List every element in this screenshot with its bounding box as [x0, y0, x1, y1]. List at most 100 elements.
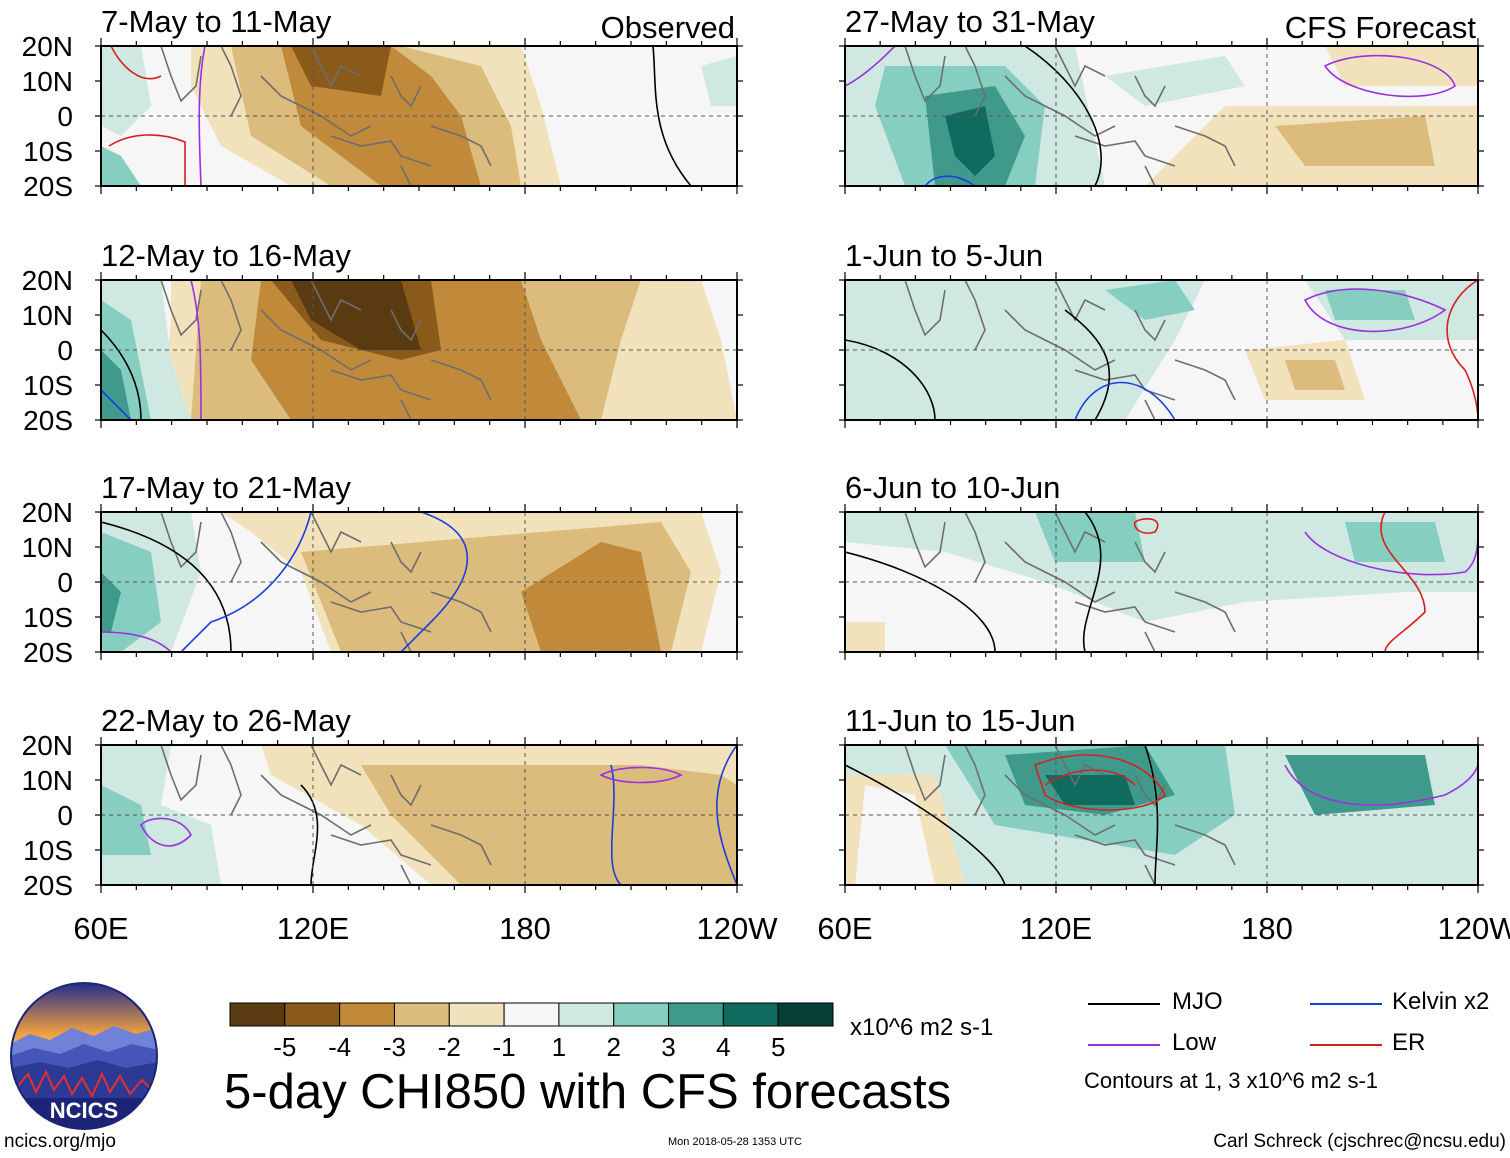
lat-label: 10N [22, 66, 73, 97]
lat-label: 0 [57, 567, 73, 598]
wave-contour [1034, 754, 1166, 811]
coastline [390, 774, 422, 807]
coastline [330, 135, 432, 167]
wave-contour [300, 784, 319, 885]
coastline [964, 46, 986, 117]
ncics-logo: NCICS [10, 982, 158, 1130]
coastline [220, 46, 242, 117]
contour-note: Contours at 1, 3 x10^6 m2 s-1 [1084, 1068, 1379, 1093]
anomaly-shading [101, 785, 151, 855]
lat-label: 10N [22, 532, 73, 563]
anomaly-shading [101, 572, 121, 632]
wave-contour [599, 766, 683, 784]
legend-line-er [1310, 1044, 1382, 1046]
colorbar-swatch [284, 1002, 341, 1027]
wave-contour [198, 46, 206, 186]
lat-label: 20S [23, 870, 73, 901]
wave-contour [1303, 288, 1447, 333]
coastline [1174, 824, 1236, 866]
anomaly-shading [1275, 116, 1435, 166]
anomaly-shading [945, 106, 995, 176]
colorbar-tick-label: -2 [438, 1032, 461, 1062]
wave-contour [1323, 54, 1456, 98]
coastline [220, 512, 242, 583]
coastline [1004, 774, 1116, 836]
wave-contour [716, 745, 737, 885]
wave-contour [845, 339, 936, 420]
footer-url[interactable]: ncics.org/mjo [4, 1131, 116, 1152]
lon-label: 120W [1438, 911, 1510, 946]
coastline [1054, 280, 1106, 322]
map-panel-p3: 17-May to 21-May 20N 10N 0 10S 20S [22, 470, 743, 668]
lat-label: 20N [22, 265, 73, 296]
anomaly-shading [1325, 290, 1415, 320]
coastline [400, 399, 412, 420]
coastline [390, 309, 422, 342]
lon-label: 120E [1020, 911, 1092, 946]
coastline [390, 75, 422, 108]
wave-contour [400, 512, 469, 652]
legend-label-low: Low [1172, 1029, 1217, 1056]
map-panel-p7: 6-Jun to 10-Jun [839, 470, 1484, 660]
colorbar-tick-label: 5 [771, 1032, 785, 1062]
coastline [904, 46, 946, 103]
coastline [1144, 165, 1156, 186]
colorbar-tick-label: -5 [273, 1032, 296, 1062]
panel-title-p1: 7-May to 11-May [101, 4, 332, 39]
wave-contour [1044, 769, 1136, 786]
coastline [400, 864, 412, 885]
map-panel-p5: 27-May to 31-May CFS Forecast [839, 4, 1484, 194]
wave-contour [108, 134, 186, 186]
coastline [430, 824, 492, 866]
colorbar-tick-label: 3 [661, 1032, 675, 1062]
coastline [1174, 591, 1236, 633]
wave-contour [1074, 381, 1176, 420]
wave-contour [1133, 518, 1159, 534]
anomaly-shading [101, 532, 161, 652]
anomaly-shading [701, 56, 737, 106]
lon-label: 180 [499, 911, 551, 946]
wave-contour [845, 551, 996, 652]
anomaly-shading [845, 512, 1478, 622]
wave-contour [1446, 280, 1478, 420]
coastline [310, 745, 362, 787]
colorbar-tick-label: 1 [552, 1032, 566, 1062]
coastline [1004, 541, 1116, 603]
map-panel-p6: 1-Jun to 5-Jun [839, 238, 1484, 428]
coastline [430, 591, 492, 633]
forecast-label: CFS Forecast [1285, 10, 1477, 45]
legend-label-er: ER [1392, 1029, 1426, 1056]
colorbar-swatch [393, 1002, 450, 1027]
map-panel-p8: 11-Jun to 15-Jun 60E 120E 180 120W [817, 703, 1510, 946]
colorbar-swatch [777, 1002, 834, 1027]
wave-contour [1380, 512, 1426, 652]
lat-label: 20S [23, 637, 73, 668]
panel-title-p4: 22-May to 26-May [101, 703, 351, 738]
coastline [1004, 309, 1116, 371]
coastline [1134, 309, 1166, 342]
wave-contour [101, 631, 172, 652]
colorbar-tick-label: 2 [606, 1032, 620, 1062]
anomaly-shading [1285, 360, 1345, 390]
coastline [1144, 399, 1156, 420]
wave-contour [845, 764, 1006, 885]
coastline [1174, 125, 1236, 167]
panel-title-p3: 17-May to 21-May [101, 470, 351, 505]
coastline [964, 745, 986, 816]
panel-title-p6: 1-Jun to 5-Jun [845, 238, 1043, 273]
map-panel-p1: 7-May to 11-May 20N 10N 0 10S 20S Observed [22, 4, 743, 202]
wave-contour [652, 46, 692, 186]
lon-label: 120E [277, 911, 349, 946]
coastline [1004, 75, 1116, 137]
lat-label: 0 [57, 800, 73, 831]
coastline [220, 280, 242, 351]
coastline [904, 280, 946, 337]
colorbar-swatch [229, 1002, 286, 1027]
colorbar-swatch [339, 1002, 395, 1027]
lat-label: 10N [22, 765, 73, 796]
lat-label: 20N [22, 497, 73, 528]
coastline [1134, 75, 1166, 108]
colorbar: -5 -4 -3 -2 -1 1 2 3 4 5 [229, 1002, 834, 1062]
lat-label: 0 [57, 335, 73, 366]
